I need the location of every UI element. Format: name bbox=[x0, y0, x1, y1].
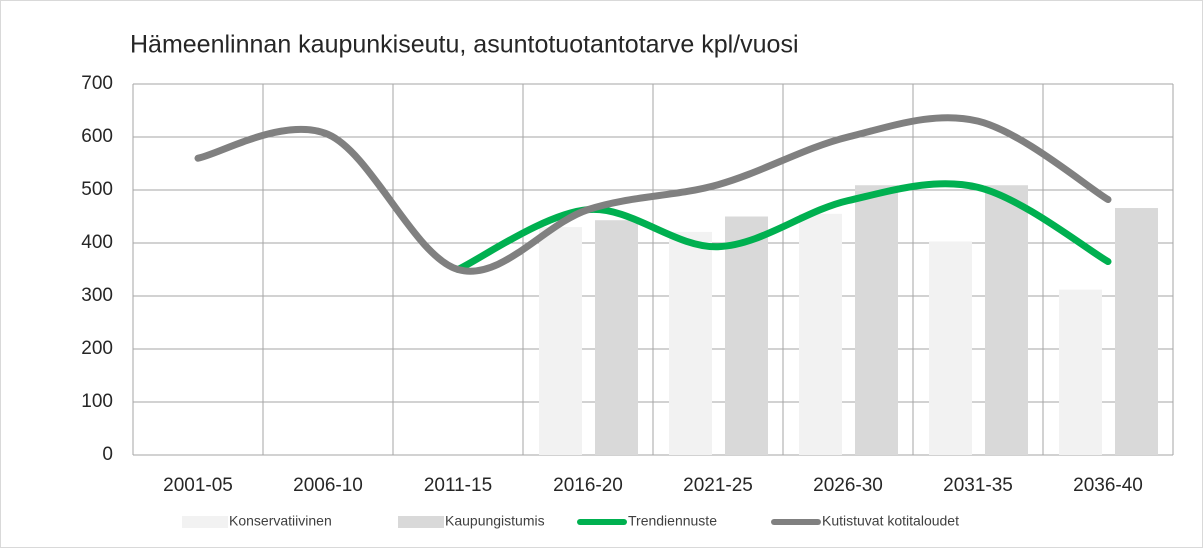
y-tick-label: 500 bbox=[81, 179, 113, 200]
bar bbox=[669, 231, 712, 455]
y-tick-label: 400 bbox=[81, 232, 113, 253]
y-tick-label: 600 bbox=[81, 126, 113, 147]
y-tick-label: 300 bbox=[81, 285, 113, 306]
y-tick-label: 700 bbox=[81, 73, 113, 94]
bar bbox=[539, 227, 582, 455]
chart-title: Hämeenlinnan kaupunkiseutu, asuntotuotan… bbox=[130, 31, 799, 59]
bar bbox=[799, 213, 842, 455]
x-tick-label: 2006-10 bbox=[293, 475, 363, 496]
legend-label: Trendiennuste bbox=[628, 513, 717, 529]
legend-swatch bbox=[398, 516, 444, 528]
bar bbox=[595, 220, 638, 455]
line bbox=[194, 114, 1112, 275]
bar bbox=[1059, 289, 1102, 455]
y-tick-label: 100 bbox=[81, 391, 113, 412]
legend-swatch bbox=[182, 516, 228, 528]
bar bbox=[985, 185, 1028, 456]
legend-label: Kaupungistumis bbox=[445, 513, 545, 529]
bar bbox=[725, 216, 768, 455]
x-tick-label: 2016-20 bbox=[553, 475, 623, 496]
legend-label: Kutistuvat kotitaloudet bbox=[822, 513, 959, 529]
y-tick-label: 200 bbox=[81, 338, 113, 359]
bar bbox=[1115, 208, 1158, 455]
line bbox=[454, 180, 1112, 273]
x-tick-label: 2026-30 bbox=[813, 475, 883, 496]
legend-label: Konservatiivinen bbox=[229, 513, 332, 529]
x-tick-label: 2001-05 bbox=[163, 475, 233, 496]
x-tick-label: 2031-35 bbox=[943, 475, 1013, 496]
x-tick-label: 2021-25 bbox=[683, 475, 753, 496]
x-tick-label: 2011-15 bbox=[424, 475, 492, 496]
y-tick-label: 0 bbox=[102, 444, 113, 465]
bar bbox=[929, 241, 972, 455]
bar bbox=[855, 185, 898, 456]
x-tick-label: 2036-40 bbox=[1073, 475, 1143, 496]
